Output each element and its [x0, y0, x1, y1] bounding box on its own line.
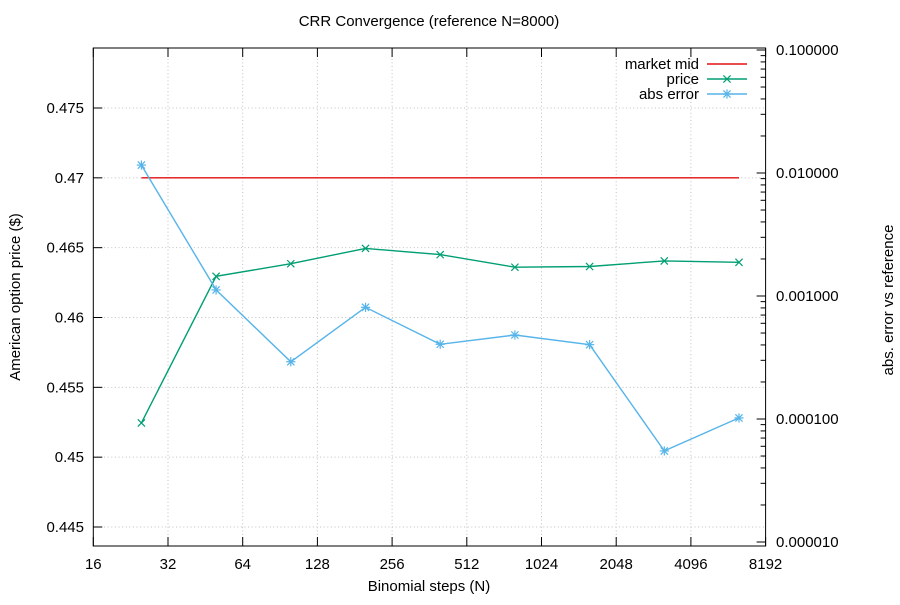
marker-cross — [722, 74, 732, 84]
x-tick-label: 64 — [234, 556, 251, 573]
marker-cross — [510, 263, 519, 272]
x-tick-label: 1024 — [525, 556, 558, 573]
y-tick-label: 0.465 — [46, 240, 84, 257]
x-tick-label: 4096 — [674, 556, 707, 573]
y2-tick-label: 0.000100 — [776, 411, 839, 428]
legend-label: abs error — [639, 86, 699, 103]
marker-cross — [361, 244, 370, 253]
marker-cross — [585, 262, 594, 271]
series-line-price — [140, 247, 740, 424]
y2-axis-label: abs. error vs reference — [880, 225, 897, 376]
y-tick-label: 0.47 — [55, 170, 84, 187]
x-tick-label: 32 — [160, 556, 177, 573]
y-tick-label: 0.455 — [46, 379, 84, 396]
y2-tick-label: 0.001000 — [776, 288, 839, 305]
chart-title: CRR Convergence (reference N=8000) — [299, 13, 560, 30]
x-tick-label: 2048 — [600, 556, 633, 573]
x-tick-label: 16 — [85, 556, 102, 573]
marker-cross — [734, 258, 744, 267]
plot-area: 16 32 64 128 256 512 1024 2048 4096 8192 0.445 0.45… — [46, 42, 838, 573]
y2-tick-label: 0.000010 — [776, 534, 839, 551]
legend-label: price — [666, 71, 699, 88]
x-axis-label: Binomial steps (N) — [368, 578, 491, 595]
marker-cross — [212, 272, 221, 281]
x-tick-label: 8192 — [749, 556, 782, 573]
y-tick-label: 0.46 — [55, 310, 84, 327]
x-tick-label: 256 — [380, 556, 405, 573]
y-tick-label: 0.445 — [46, 519, 84, 536]
plot-border — [92, 47, 767, 547]
marker-cross — [436, 250, 445, 259]
x-tick-label: 128 — [305, 556, 330, 573]
marker-cross — [660, 256, 669, 265]
marker-cross — [137, 418, 146, 427]
legend-label: market mid — [625, 56, 699, 73]
y-tick-label: 0.45 — [55, 449, 84, 466]
y2-tick-label: 0.100000 — [776, 42, 839, 59]
y2-tick-label: 0.010000 — [776, 165, 839, 182]
y-axis-label: American option price ($) — [7, 213, 24, 381]
series-line-abs-error — [140, 164, 740, 452]
y-tick-label: 0.475 — [46, 100, 84, 117]
x-tick-label: 512 — [454, 556, 479, 573]
marker-cross — [286, 259, 295, 268]
